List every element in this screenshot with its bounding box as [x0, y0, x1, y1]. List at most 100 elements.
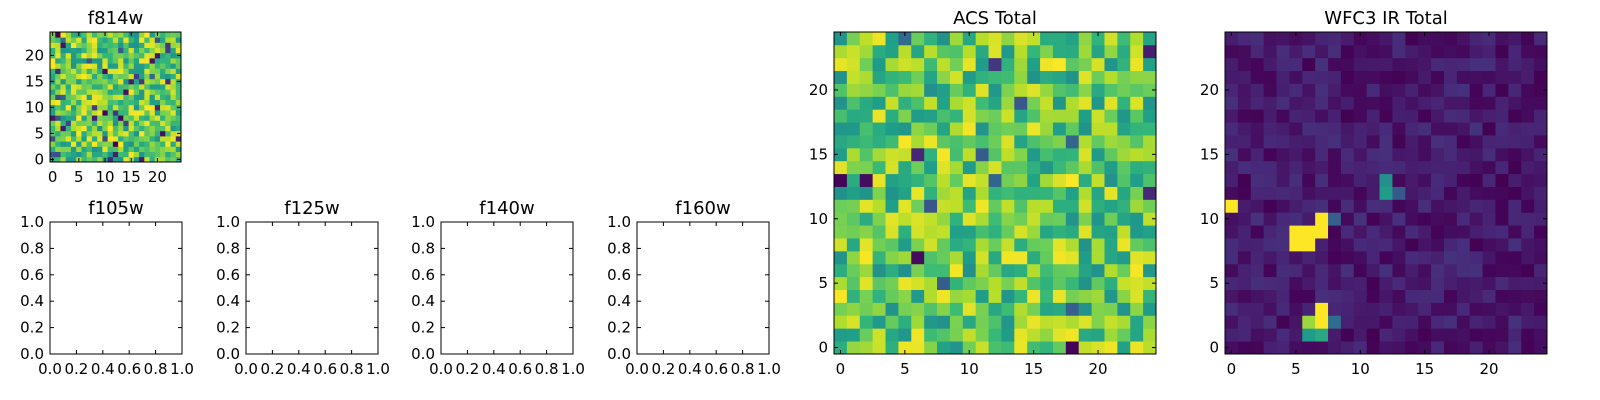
heatmap-cell: [70, 104, 77, 111]
heatmap-cell: [55, 151, 61, 158]
heatmap-cell: [102, 37, 109, 43]
heatmap-cell: [859, 83, 874, 97]
heatmap-cell: [154, 58, 161, 64]
heatmap-cell: [911, 173, 925, 187]
heatmap-cell: [1469, 328, 1483, 342]
heatmap-cell: [1456, 263, 1471, 278]
heatmap-cell: [1392, 122, 1406, 136]
heatmap-cell: [50, 141, 56, 147]
heatmap-cell: [144, 120, 150, 126]
heatmap-cell: [1040, 315, 1054, 329]
heatmap-cell: [1302, 44, 1316, 59]
heatmap-cell: [898, 250, 912, 265]
heatmap-cell: [97, 37, 103, 43]
heatmap-cell: [1495, 341, 1509, 355]
heatmap-cell: [97, 136, 103, 142]
heatmap-cell: [885, 44, 899, 59]
heatmap-cell: [1027, 250, 1041, 265]
heatmap-cell: [834, 315, 848, 329]
heatmap-cell: [962, 341, 977, 355]
heatmap-cell: [975, 135, 989, 149]
heatmap-cell: [118, 52, 124, 59]
heatmap-cell: [1052, 199, 1067, 213]
heatmap-cell: [123, 141, 129, 147]
heatmap-cell: [1392, 328, 1406, 342]
heatmap-cell: [1534, 147, 1548, 162]
heatmap-cell: [1328, 173, 1342, 187]
heatmap-cell: [1027, 96, 1041, 110]
heatmap-cell: [70, 110, 77, 116]
heatmap-cell: [149, 141, 156, 147]
heatmap-cell: [924, 83, 938, 97]
heatmap-cell: [1143, 186, 1157, 200]
heatmap-cell: [139, 136, 145, 142]
heatmap-cell: [70, 136, 77, 142]
heatmap-cell: [1534, 83, 1548, 97]
heatmap-cell: [1521, 96, 1535, 110]
heatmap-cell: [962, 212, 977, 226]
heatmap-cell: [170, 136, 177, 142]
heatmap-cell: [1353, 276, 1368, 290]
heatmap-cell: [1456, 276, 1471, 290]
heatmap-cell: [50, 110, 56, 116]
x-tick-label: 0: [836, 360, 846, 378]
heatmap-cell: [1225, 70, 1239, 84]
heatmap-cell: [55, 47, 61, 54]
heatmap-cell: [937, 289, 951, 303]
heatmap-cell: [154, 47, 161, 54]
y-tick-label: 0.4: [20, 292, 44, 310]
heatmap-cell: [86, 99, 93, 106]
heatmap-cell: [1392, 199, 1406, 213]
heatmap-cell: [149, 99, 156, 106]
heatmap-cell: [1276, 135, 1290, 149]
heatmap-cell: [1237, 32, 1252, 46]
heatmap-cell: [102, 115, 109, 121]
heatmap-cell: [834, 173, 848, 187]
heatmap-cell: [60, 94, 67, 100]
heatmap-cell: [1443, 276, 1458, 290]
heatmap-cell: [102, 52, 109, 59]
heatmap-cell: [1534, 160, 1548, 175]
heatmap-cell: [50, 47, 56, 54]
x-tick-label: 1.0: [757, 360, 781, 378]
heatmap-cell: [144, 94, 150, 100]
heatmap-cell: [1237, 289, 1252, 303]
heatmap-cell: [1091, 135, 1105, 149]
heatmap-cell: [102, 63, 109, 69]
heatmap-cell: [1117, 289, 1131, 303]
x-tick-label: 0.8: [535, 360, 559, 378]
heatmap-cell: [949, 315, 964, 329]
heatmap-cell: [859, 57, 874, 72]
heatmap-cell: [1276, 83, 1290, 97]
heatmap-cell: [1392, 44, 1406, 59]
heatmap-cell: [1250, 44, 1265, 59]
heatmap-cell: [1237, 199, 1252, 213]
x-tick-label: 0.0: [38, 360, 62, 378]
heatmap-cell: [160, 130, 166, 137]
heatmap-cell: [1078, 276, 1092, 290]
heatmap-cell: [1508, 96, 1522, 110]
heatmap-cell: [1143, 173, 1157, 187]
heatmap-cell: [1001, 238, 1015, 252]
heatmap-cell: [1443, 135, 1458, 149]
heatmap-cell: [1392, 96, 1406, 110]
heatmap-cell: [165, 110, 171, 116]
x-tick-label: 0.0: [625, 360, 649, 378]
heatmap-cell: [1078, 302, 1092, 316]
heatmap-cell: [1040, 147, 1054, 162]
heatmap-cell: [81, 78, 88, 85]
heatmap-cell: [1340, 238, 1355, 252]
heatmap-cell: [1117, 199, 1131, 213]
heatmap-cell: [1302, 238, 1316, 252]
heatmap-cell: [1001, 212, 1015, 226]
heatmap-cell: [1418, 315, 1432, 329]
heatmap-cell: [1482, 83, 1496, 97]
heatmap-cell: [1353, 199, 1368, 213]
heatmap-cell: [139, 125, 145, 132]
heatmap-cell: [91, 73, 98, 80]
heatmap-cell: [898, 83, 912, 97]
heatmap-cell: [102, 141, 109, 147]
heatmap-cell: [846, 276, 861, 290]
heatmap-cell: [1534, 135, 1548, 149]
heatmap-cell: [962, 328, 977, 342]
